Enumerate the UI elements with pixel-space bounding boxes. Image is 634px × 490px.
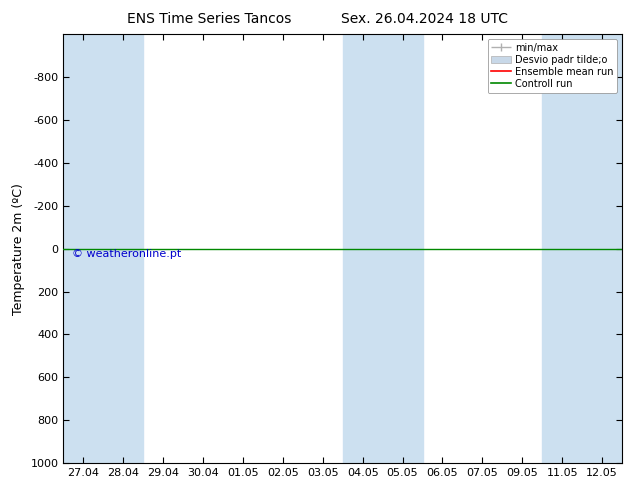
- Y-axis label: Temperature 2m (ºC): Temperature 2m (ºC): [12, 183, 25, 315]
- Bar: [63, 34, 143, 463]
- Bar: [542, 34, 622, 463]
- Legend: min/max, Desvio padr tilde;o, Ensemble mean run, Controll run: min/max, Desvio padr tilde;o, Ensemble m…: [488, 39, 617, 93]
- Text: Sex. 26.04.2024 18 UTC: Sex. 26.04.2024 18 UTC: [341, 12, 508, 26]
- Bar: [343, 34, 422, 463]
- Text: © weatheronline.pt: © weatheronline.pt: [72, 248, 181, 259]
- Text: ENS Time Series Tancos: ENS Time Series Tancos: [127, 12, 292, 26]
